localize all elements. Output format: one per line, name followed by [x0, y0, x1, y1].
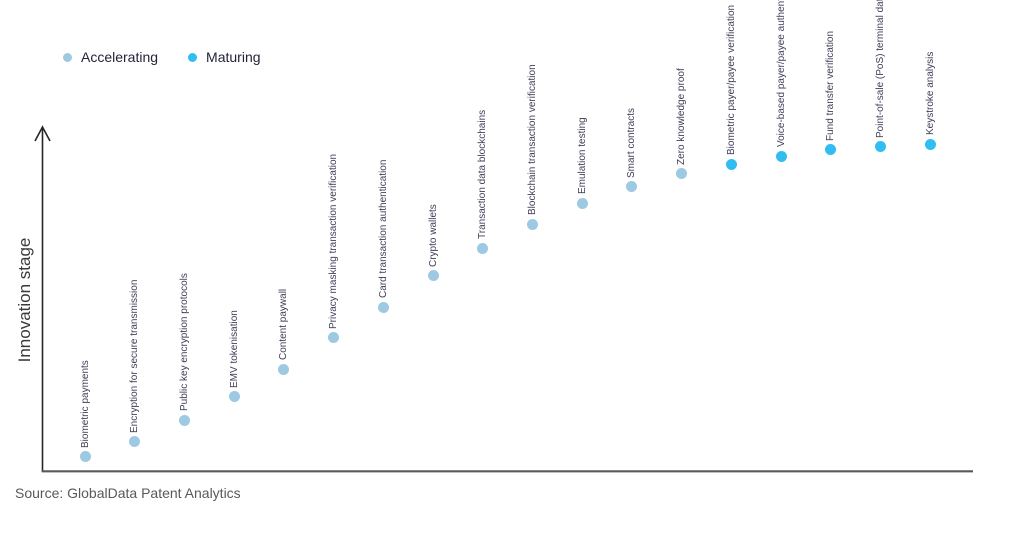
- data-point-label: Transaction data blockchains: [477, 109, 489, 240]
- data-point-label: Privacy masking transaction verification: [328, 153, 340, 329]
- data-point-label: Keystroke analysis: [924, 51, 936, 136]
- data-point-dot: [328, 332, 340, 344]
- data-point-label: Voice-based payer/payee authentication: [775, 0, 787, 148]
- data-point-dot: [129, 436, 141, 448]
- data-point-dot: [178, 414, 190, 426]
- data-point-dot: [377, 301, 389, 313]
- data-point-dot: [725, 158, 737, 170]
- data-point-label: Smart contracts: [626, 107, 638, 178]
- data-point-label: Blockchain transaction verification: [526, 64, 538, 216]
- data-point-dot: [676, 168, 688, 180]
- data-point-dot: [278, 363, 290, 375]
- legend-label-maturing: Maturing: [206, 49, 261, 65]
- data-point-dot: [477, 242, 489, 254]
- legend: Accelerating Maturing: [63, 49, 261, 65]
- data-point-dot: [427, 270, 439, 282]
- data-point-dot: [875, 141, 887, 153]
- maturing-dot-icon: [188, 52, 198, 62]
- accelerating-dot-icon: [63, 52, 72, 62]
- data-point-label: EMV tokenisation: [228, 310, 240, 388]
- data-point-label: Biometric payer/payee verification: [725, 4, 737, 155]
- data-point-dot: [79, 451, 91, 463]
- data-point-label: Public key encryption protocols: [178, 273, 190, 412]
- legend-item-maturing: Maturing: [188, 49, 261, 65]
- data-point-label: Crypto wallets: [427, 204, 439, 267]
- data-point-label: Fund transfer verification: [825, 30, 837, 141]
- source-note: Source: GlobalData Patent Analytics: [15, 485, 241, 501]
- legend-item-accelerating: Accelerating: [63, 49, 158, 65]
- data-point-label: Content paywall: [278, 288, 290, 361]
- data-point-label: Encryption for secure transmission: [129, 279, 141, 433]
- data-point-dot: [576, 197, 588, 209]
- data-point-dot: [775, 150, 787, 162]
- data-point-label: Point-of-sale (PoS) terminal data securi…: [875, 0, 887, 138]
- y-axis-arrowhead-icon: [34, 125, 51, 142]
- data-point-label: Emulation testing: [576, 117, 588, 195]
- legend-label-accelerating: Accelerating: [81, 49, 159, 65]
- data-point-dot: [228, 391, 240, 403]
- data-point-label: Biometric payments: [79, 360, 91, 448]
- data-point-label: Card transaction authentication: [377, 159, 389, 299]
- data-point-dot: [924, 138, 936, 150]
- data-point-dot: [626, 181, 638, 193]
- data-point-dot: [526, 218, 538, 230]
- data-point-dot: [825, 144, 837, 156]
- data-point-label: Zero knowledge proof: [676, 68, 688, 165]
